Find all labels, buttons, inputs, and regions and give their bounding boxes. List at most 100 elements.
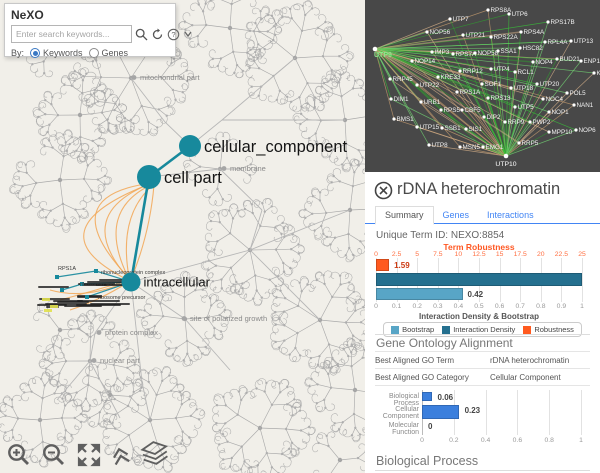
gene-label[interactable]: RRP9 — [508, 119, 525, 126]
tab-genes[interactable]: Genes — [442, 210, 470, 220]
gene-node[interactable] — [535, 82, 539, 86]
gene-node[interactable] — [513, 105, 517, 109]
gene-node[interactable] — [460, 108, 464, 112]
refresh-icon[interactable] — [151, 28, 164, 41]
gene-label[interactable]: RPS8A — [491, 7, 512, 14]
gene-label[interactable]: NOP4 — [536, 59, 554, 66]
gene-label[interactable]: BUD21 — [560, 56, 581, 63]
gene-label[interactable]: SSA1 — [501, 48, 518, 55]
selected-term-label[interactable]: cellular_component — [204, 138, 348, 156]
gene-node[interactable] — [541, 97, 545, 101]
gene-label[interactable]: HSC82 — [523, 45, 544, 52]
gene-node[interactable] — [392, 117, 396, 121]
ontology-term-label[interactable]: site of polarized growth — [190, 314, 267, 323]
gene-node[interactable] — [410, 59, 414, 63]
cluster-term-label[interactable]: ribosome precursor — [98, 295, 146, 301]
gene-label[interactable]: UTP10 — [495, 161, 516, 168]
gene-node[interactable] — [461, 33, 465, 37]
selected-term-label[interactable]: intracellular — [144, 275, 211, 290]
gene-node[interactable] — [572, 103, 576, 107]
ontology-term-label[interactable]: membrane — [230, 164, 266, 173]
gene-label[interactable]: DIM1 — [394, 96, 410, 103]
ontology-term-label[interactable]: mitochondrial part — [140, 73, 201, 82]
gene-node[interactable] — [489, 67, 493, 71]
gene-node[interactable] — [430, 50, 434, 54]
gene-node[interactable] — [517, 141, 521, 145]
gene-node[interactable] — [464, 127, 468, 131]
ontology-term-label[interactable]: protein complex — [105, 328, 158, 337]
tab-interactions[interactable]: Interactions — [487, 210, 534, 220]
gene-node[interactable] — [543, 40, 547, 44]
gene-label[interactable]: UTP4 — [494, 66, 511, 73]
gene-node[interactable] — [503, 120, 507, 124]
gene-node[interactable] — [565, 91, 569, 95]
gene-label[interactable]: RPS7A — [456, 51, 477, 58]
gene-label[interactable]: BMS1 — [397, 116, 415, 123]
gene-node[interactable] — [574, 128, 578, 132]
gene-node[interactable] — [486, 8, 490, 12]
gene-label[interactable]: UTP13 — [574, 38, 594, 45]
gene-label[interactable]: NOP6 — [579, 127, 597, 134]
gene-node[interactable] — [486, 96, 490, 100]
gene-label[interactable]: NAN1 — [577, 102, 594, 109]
gene-node[interactable] — [415, 125, 419, 129]
gene-node[interactable] — [480, 82, 484, 86]
collapse-up-icon[interactable] — [109, 444, 134, 470]
gene-label[interactable]: UTP7 — [453, 16, 470, 23]
close-icon[interactable] — [374, 181, 393, 200]
gene-label[interactable]: EMG1 — [486, 144, 504, 151]
layers-icon[interactable] — [138, 438, 172, 470]
gene-label[interactable]: NOP58 — [478, 50, 499, 57]
gene-node[interactable] — [425, 30, 429, 34]
gene-node[interactable] — [415, 83, 419, 87]
gene-label[interactable]: UTP21 — [466, 32, 486, 39]
gene-label[interactable]: CBF5 — [465, 107, 482, 114]
radio-keywords[interactable]: Keywords — [30, 48, 83, 58]
gene-node[interactable] — [569, 39, 573, 43]
gene-label[interactable]: RRP45 — [393, 76, 414, 83]
gene-label[interactable]: NOP56 — [430, 29, 451, 36]
gene-node[interactable] — [547, 130, 551, 134]
gene-node[interactable] — [439, 108, 443, 112]
gene-node[interactable] — [458, 69, 462, 73]
gene-label[interactable]: MPP10 — [552, 129, 573, 136]
gene-node[interactable] — [555, 57, 559, 61]
gene-label[interactable]: RRP5 — [522, 140, 539, 147]
zoom-in-icon[interactable] — [6, 442, 32, 468]
gene-label[interactable]: PWP2 — [533, 119, 551, 126]
gene-node[interactable] — [372, 46, 378, 52]
gene-label[interactable]: UTP8 — [432, 142, 449, 149]
gene-label[interactable]: UTP9 — [374, 52, 392, 59]
gene-node[interactable] — [496, 49, 500, 53]
gene-label[interactable]: SOF1 — [485, 81, 502, 88]
gene-label[interactable]: ENP1 — [584, 58, 600, 65]
gene-label[interactable]: MSN5 — [463, 144, 481, 151]
gene-node[interactable] — [579, 59, 583, 63]
interaction-network-view[interactable]: UTP9 UTP10 RPS8A UTP6 UTP7 RPS17B NOP56 UTP21 RP… — [365, 0, 600, 172]
gene-label[interactable]: UTP20 — [540, 81, 560, 88]
ontology-term-label[interactable]: nuclear part — [100, 356, 141, 365]
gene-label[interactable]: UTP6 — [512, 11, 529, 18]
gene-node[interactable] — [436, 75, 440, 79]
gene-node[interactable] — [513, 70, 517, 74]
gene-node[interactable] — [518, 46, 522, 50]
gene-node[interactable] — [547, 110, 551, 114]
cluster-term-label[interactable]: ribosomal subunit — [80, 282, 124, 288]
gene-node[interactable] — [531, 60, 535, 64]
gene-node[interactable] — [509, 86, 513, 90]
gene-label[interactable]: UTP18 — [514, 85, 534, 92]
gene-node[interactable] — [473, 51, 477, 55]
gene-label[interactable]: SSB1 — [445, 125, 462, 132]
gene-node[interactable] — [451, 52, 455, 56]
gene-node[interactable] — [482, 115, 486, 119]
search-icon[interactable] — [135, 28, 148, 41]
collapse-panel-icon[interactable] — [183, 29, 193, 39]
gene-label[interactable]: UTP22 — [420, 82, 440, 89]
gene-label[interactable]: RPL4A — [548, 39, 569, 46]
gene-label[interactable]: RPS1A — [460, 89, 481, 96]
gene-node[interactable] — [448, 17, 452, 21]
selected-term-node[interactable] — [137, 165, 161, 189]
gene-label[interactable]: RPS22A — [494, 34, 519, 41]
gene-label[interactable]: KRE33 — [441, 74, 461, 81]
gene-node[interactable] — [455, 90, 459, 94]
